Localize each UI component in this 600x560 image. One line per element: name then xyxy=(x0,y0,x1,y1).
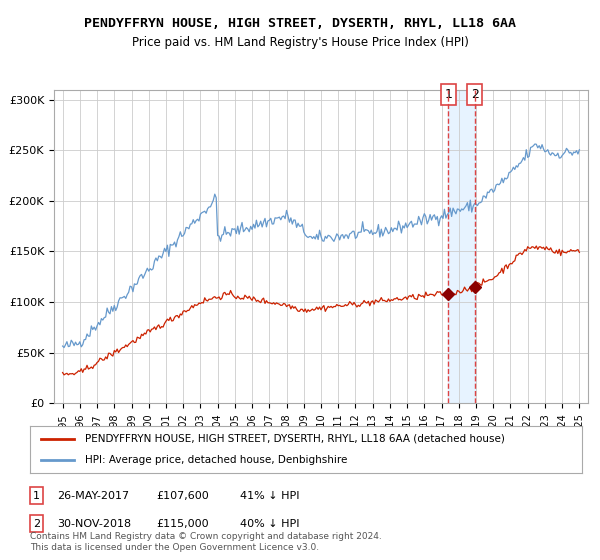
Text: 30-NOV-2018: 30-NOV-2018 xyxy=(57,519,131,529)
Text: 1: 1 xyxy=(33,491,40,501)
Text: Price paid vs. HM Land Registry's House Price Index (HPI): Price paid vs. HM Land Registry's House … xyxy=(131,36,469,49)
Bar xyxy=(448,90,475,403)
Text: £107,600: £107,600 xyxy=(156,491,209,501)
Text: HPI: Average price, detached house, Denbighshire: HPI: Average price, detached house, Denb… xyxy=(85,455,347,465)
Text: PENDYFFRYN HOUSE, HIGH STREET, DYSERTH, RHYL, LL18 6AA: PENDYFFRYN HOUSE, HIGH STREET, DYSERTH, … xyxy=(84,17,516,30)
Text: 1: 1 xyxy=(445,88,452,101)
Text: 26-MAY-2017: 26-MAY-2017 xyxy=(57,491,129,501)
Text: 41% ↓ HPI: 41% ↓ HPI xyxy=(240,491,299,501)
Text: PENDYFFRYN HOUSE, HIGH STREET, DYSERTH, RHYL, LL18 6AA (detached house): PENDYFFRYN HOUSE, HIGH STREET, DYSERTH, … xyxy=(85,434,505,444)
Text: £115,000: £115,000 xyxy=(156,519,209,529)
Text: 40% ↓ HPI: 40% ↓ HPI xyxy=(240,519,299,529)
Text: Contains HM Land Registry data © Crown copyright and database right 2024.
This d: Contains HM Land Registry data © Crown c… xyxy=(30,532,382,552)
Text: 2: 2 xyxy=(471,88,479,101)
Text: 2: 2 xyxy=(33,519,40,529)
